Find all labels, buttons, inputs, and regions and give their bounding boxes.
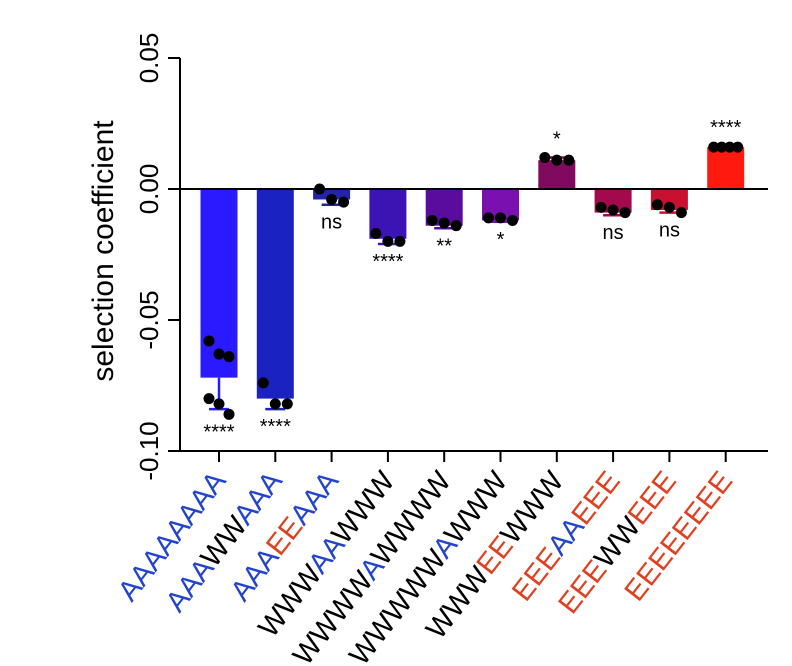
bars	[200, 147, 745, 399]
category-labels: AAAAAAAAAAAWWAAAAAAEEAAAWWWAAWWWWWWWAWWW…	[112, 465, 739, 666]
significance-label-8: ns	[603, 222, 624, 244]
data-point	[607, 204, 619, 216]
data-point	[223, 351, 235, 363]
data-point	[663, 201, 675, 213]
data-point	[651, 199, 663, 211]
data-point	[438, 217, 450, 229]
data-point	[563, 154, 575, 166]
data-point	[382, 235, 394, 247]
data-point	[724, 141, 736, 153]
data-point	[732, 141, 744, 153]
y-tick-label: -0.10	[134, 421, 164, 480]
data-point	[619, 207, 631, 219]
data-point	[394, 235, 406, 247]
significance-label-3: ns	[321, 212, 342, 234]
data-point	[203, 393, 215, 405]
data-point	[551, 154, 563, 166]
data-point	[257, 377, 269, 389]
data-point	[223, 408, 235, 420]
significance-label-10: ****	[710, 117, 741, 139]
data-point	[450, 220, 462, 232]
y-tick-label: -0.05	[134, 290, 164, 349]
data-point	[326, 193, 338, 205]
data-points	[203, 141, 744, 420]
data-point	[213, 348, 225, 360]
y-tick-label: 0.00	[134, 164, 164, 215]
data-point	[269, 398, 281, 410]
significance-labels: **** ****ns****** **ns ns****	[203, 117, 741, 444]
significance-label-5: **	[436, 235, 452, 257]
data-point	[483, 212, 494, 224]
data-point	[716, 141, 728, 153]
data-point	[708, 141, 720, 153]
data-point	[495, 212, 506, 224]
data-point	[213, 398, 225, 410]
data-point	[281, 398, 293, 410]
significance-label-4: ****	[372, 251, 403, 273]
axes: 0.05 0.00 -0.05 -0.10	[134, 33, 768, 481]
significance-label-6: *	[497, 229, 505, 251]
data-point	[595, 201, 607, 213]
data-point	[507, 214, 518, 226]
data-point	[370, 228, 382, 240]
significance-label-1: ****	[203, 421, 234, 443]
bar-10	[707, 147, 745, 189]
bar-2	[256, 189, 294, 399]
significance-label-9: ns	[659, 220, 680, 242]
bar-1	[200, 189, 238, 378]
data-point	[338, 196, 350, 208]
significance-label-7: *	[553, 129, 561, 151]
y-tick-label: 0.05	[134, 33, 164, 84]
significance-label-2: ****	[260, 416, 291, 438]
data-point	[675, 207, 687, 219]
data-point	[203, 335, 215, 347]
data-point	[426, 214, 438, 226]
y-axis-label: selection coefficient	[87, 120, 120, 382]
data-point	[539, 152, 551, 164]
